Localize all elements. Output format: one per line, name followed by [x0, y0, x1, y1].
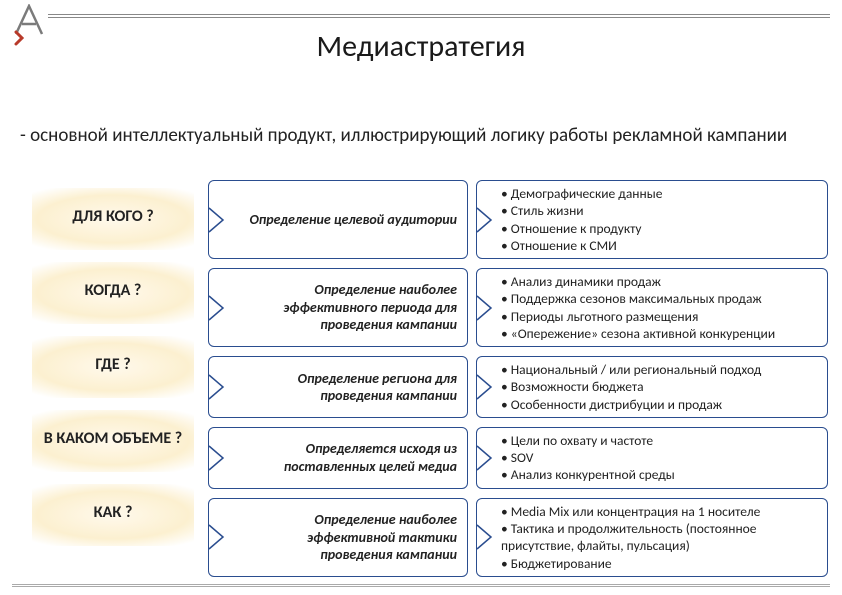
- definition-text: Определение наиболее эффективного период…: [237, 281, 457, 334]
- bullet: • Тактика и продолжительность (постоянно…: [501, 520, 819, 555]
- definition-box: Определяется исходя из поставленных целе…: [208, 427, 468, 489]
- bullet: • «Опережение» сезона активной конкуренц…: [501, 325, 819, 342]
- bullet: • Цели по охвату и частоте: [501, 432, 819, 449]
- question-1: КОГДА ?: [28, 254, 198, 328]
- content-row: Определяется исходя из поставленных целе…: [208, 427, 828, 489]
- details-box: • Цели по охвату и частоте • SOV • Анали…: [476, 427, 828, 489]
- bullet: • Отношение к продукту: [501, 220, 819, 237]
- question-label: ДЛЯ КОГО ?: [72, 207, 153, 226]
- chevron-left-icon: [476, 207, 494, 233]
- question-label: В КАКОМ ОБЪЕМЕ ?: [44, 429, 182, 448]
- question-4: КАК ?: [28, 476, 198, 550]
- definition-box: Определение наиболее эффективного период…: [208, 268, 468, 347]
- chevron-left-icon: [476, 445, 494, 471]
- chevron-left-icon: [208, 374, 226, 400]
- bullet: • Национальный / или региональный подход: [501, 361, 819, 378]
- definition-text: Определение региона для проведения кампа…: [237, 370, 457, 405]
- definition-box: Определение целевой аудитории: [208, 180, 468, 259]
- bullet: • Демографические данные: [501, 185, 819, 202]
- question-2: ГДЕ ?: [28, 328, 198, 402]
- chevron-left-icon: [476, 295, 494, 321]
- details-box: • Демографические данные • Стиль жизни •…: [476, 180, 828, 259]
- question-label: КАК ?: [94, 503, 133, 522]
- definition-box: Определение наиболее эффективной тактики…: [208, 498, 468, 577]
- bullet: • Возможности бюджета: [501, 378, 819, 395]
- bullet: • Особенности дистрибуции и продаж: [501, 396, 819, 413]
- chevron-left-icon: [208, 295, 226, 321]
- bullet: • Периоды льготного размещения: [501, 308, 819, 325]
- chevron-left-icon: [208, 445, 226, 471]
- bullet: • Анализ динамики продаж: [501, 273, 819, 290]
- bullet: • SOV: [501, 449, 819, 466]
- chevron-left-icon: [208, 207, 226, 233]
- bullet: • Анализ конкурентной среды: [501, 466, 819, 483]
- subtitle: - основной интеллектуальный продукт, илл…: [20, 124, 822, 148]
- page-title: Медиастратегия: [0, 28, 842, 65]
- definition-text: Определяется исходя из поставленных целе…: [237, 440, 457, 475]
- definition-text: Определение наиболее эффективной тактики…: [237, 511, 457, 564]
- content-rows: Определение целевой аудитории • Демограф…: [208, 180, 828, 586]
- question-3: В КАКОМ ОБЪЕМЕ ?: [28, 402, 198, 476]
- bullet: • Бюджетирование: [501, 555, 819, 572]
- content-row: Определение целевой аудитории • Демограф…: [208, 180, 828, 259]
- details-box: • Национальный / или региональный подход…: [476, 356, 828, 418]
- definition-text: Определение целевой аудитории: [249, 211, 457, 229]
- question-0: ДЛЯ КОГО ?: [28, 180, 198, 254]
- bullet: • Поддержка сезонов максимальных продаж: [501, 290, 819, 307]
- content-row: Определение наиболее эффективной тактики…: [208, 498, 828, 577]
- question-label: ГДЕ ?: [95, 355, 130, 374]
- question-label: КОГДА ?: [85, 281, 142, 300]
- details-box: • Media Mix или концентрация на 1 носите…: [476, 498, 828, 577]
- header-rule: [48, 14, 830, 18]
- bullet: • Media Mix или концентрация на 1 носите…: [501, 503, 819, 520]
- chevron-left-icon: [476, 374, 494, 400]
- questions-column: ДЛЯ КОГО ? КОГДА ? ГДЕ ? В КАКОМ ОБЪЕМЕ …: [28, 180, 198, 550]
- details-box: • Анализ динамики продаж • Поддержка сез…: [476, 268, 828, 347]
- bullet: • Отношение к СМИ: [501, 237, 819, 254]
- chevron-left-icon: [208, 524, 226, 550]
- content-row: Определение наиболее эффективного период…: [208, 268, 828, 347]
- definition-box: Определение региона для проведения кампа…: [208, 356, 468, 418]
- bullet: • Стиль жизни: [501, 202, 819, 219]
- chevron-left-icon: [476, 524, 494, 550]
- content-row: Определение региона для проведения кампа…: [208, 356, 828, 418]
